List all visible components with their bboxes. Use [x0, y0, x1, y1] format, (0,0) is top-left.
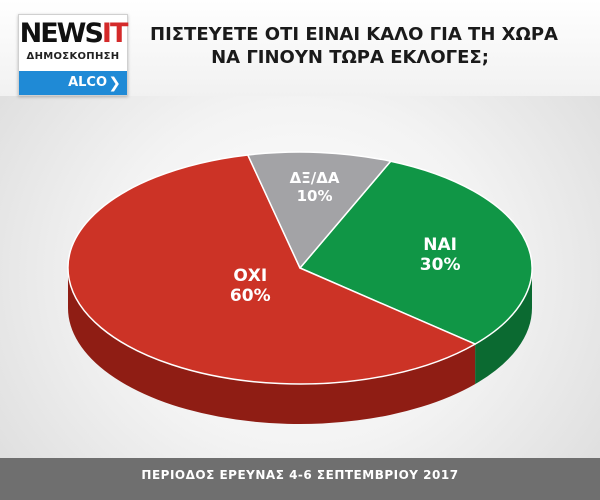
chevron-right-icon: ❯: [108, 74, 121, 92]
partner-name: ALCO: [68, 75, 107, 90]
slice-label-2: ΔΞ/ΔΑ: [290, 169, 340, 187]
logo-wordmark-main: NEWS: [19, 18, 104, 49]
pie-side-walls: [68, 268, 532, 424]
pie-slice-1: [67, 154, 476, 385]
pie-slices: [67, 151, 533, 385]
pie-slice-2: [247, 151, 392, 269]
slice-label-1: ΟΧΙ: [233, 266, 267, 286]
slice-value-0: 30%: [420, 255, 461, 275]
logo-partner-bar: ALCO ❯: [19, 71, 127, 95]
logo-wordmark: NEWSIT: [19, 18, 129, 49]
slice-label-0: ΝΑΙ: [423, 235, 457, 255]
survey-period: ΠΕΡΙΟΔΟΣ ΕΡΕΥΝΑΣ 4-6 ΣΕΠΤΕΜΒΡΙΟΥ 2017: [141, 468, 459, 482]
logo-subtitle: ΔΗΜΟΣΚΟΠΗΣΗ: [26, 51, 120, 62]
chart-title-line-1: ΠΙΣΤΕΥΕΤΕ ΟΤΙ ΕΙΝΑΙ ΚΑΛΟ ΓΙΑ ΤΗ ΧΩΡΑ: [150, 24, 558, 45]
newsit-logo: NEWSIT ΔΗΜΟΣΚΟΠΗΣΗ ALCO ❯: [18, 14, 128, 96]
logo-wordmark-accent: IT: [101, 18, 129, 49]
pie-side-1: [68, 268, 476, 424]
pie-slice-0: [299, 160, 533, 345]
footer: ΠΕΡΙΟΔΟΣ ΕΡΕΥΝΑΣ 4-6 ΣΕΠΤΕΜΒΡΙΟΥ 2017: [0, 458, 600, 500]
slice-value-1: 60%: [230, 286, 271, 306]
chart-title-line-2: ΝΑ ΓΙΝΟΥΝ ΤΩΡΑ ΕΚΛΟΓΕΣ;: [211, 47, 489, 68]
slice-value-2: 10%: [297, 187, 333, 205]
pie-side-0: [475, 268, 532, 385]
